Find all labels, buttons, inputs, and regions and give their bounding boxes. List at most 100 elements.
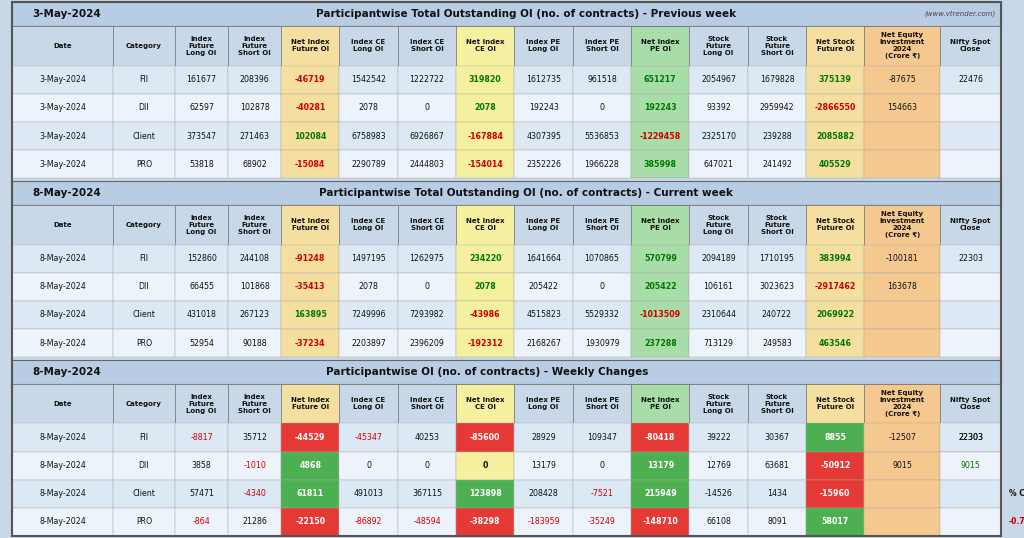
Bar: [748, 329, 806, 357]
Bar: [397, 205, 456, 245]
Text: 102878: 102878: [240, 103, 269, 112]
Text: 2396209: 2396209: [410, 338, 444, 348]
Text: Participantwise Total Outstanding OI (no. of contracts) - Current week: Participantwise Total Outstanding OI (no…: [319, 188, 733, 198]
Bar: [282, 26, 340, 66]
Bar: [689, 150, 748, 179]
Bar: [748, 26, 806, 66]
Bar: [228, 26, 282, 66]
Text: 383994: 383994: [819, 254, 852, 263]
Bar: [12, 273, 113, 301]
Bar: [282, 480, 340, 508]
Bar: [864, 66, 940, 94]
Bar: [864, 480, 940, 508]
Bar: [514, 329, 572, 357]
Bar: [864, 150, 940, 179]
Text: Stock
Future
Short OI: Stock Future Short OI: [761, 394, 794, 414]
Bar: [340, 66, 397, 94]
Text: -86892: -86892: [355, 518, 382, 526]
Bar: [514, 508, 572, 536]
Text: 39222: 39222: [707, 433, 731, 442]
Bar: [514, 122, 572, 150]
Bar: [113, 329, 175, 357]
Bar: [175, 451, 228, 480]
Text: Net Index
Future OI: Net Index Future OI: [291, 218, 330, 231]
Bar: [806, 301, 864, 329]
Bar: [572, 66, 631, 94]
Bar: [689, 26, 748, 66]
Text: 240722: 240722: [762, 310, 792, 320]
Text: 491013: 491013: [353, 489, 384, 498]
Text: 66108: 66108: [707, 518, 731, 526]
Text: Index
Future
Short OI: Index Future Short OI: [239, 36, 271, 56]
Bar: [456, 301, 514, 329]
Bar: [12, 301, 113, 329]
Text: Participantwise Total Outstanding OI (no. of contracts) - Previous week: Participantwise Total Outstanding OI (no…: [316, 9, 736, 19]
Text: Index CE
Long OI: Index CE Long OI: [351, 397, 386, 410]
Text: 241492: 241492: [762, 160, 792, 169]
Text: Index PE
Short OI: Index PE Short OI: [585, 39, 620, 53]
Bar: [748, 122, 806, 150]
Bar: [631, 66, 689, 94]
Bar: [113, 94, 175, 122]
Bar: [12, 66, 113, 94]
Text: 21286: 21286: [242, 518, 267, 526]
Text: 52954: 52954: [189, 338, 214, 348]
Bar: [689, 384, 748, 423]
Text: -87675: -87675: [889, 75, 916, 84]
Bar: [340, 273, 397, 301]
Text: 12769: 12769: [707, 461, 731, 470]
Bar: [113, 66, 175, 94]
Text: 163678: 163678: [887, 282, 918, 291]
Text: 385998: 385998: [644, 160, 677, 169]
Bar: [748, 66, 806, 94]
Text: -85600: -85600: [470, 433, 501, 442]
Text: 28929: 28929: [531, 433, 556, 442]
Bar: [282, 245, 340, 273]
Bar: [228, 423, 282, 451]
Bar: [12, 384, 113, 423]
Text: 1710195: 1710195: [760, 254, 795, 263]
Text: PRO: PRO: [136, 518, 152, 526]
Bar: [514, 150, 572, 179]
Text: Index PE
Short OI: Index PE Short OI: [585, 397, 620, 410]
Bar: [940, 508, 1001, 536]
Bar: [228, 508, 282, 536]
Bar: [514, 273, 572, 301]
Text: 244108: 244108: [240, 254, 269, 263]
Bar: [282, 384, 340, 423]
Text: Index PE
Long OI: Index PE Long OI: [526, 39, 561, 53]
Bar: [12, 451, 113, 480]
Bar: [514, 301, 572, 329]
Text: 7249996: 7249996: [351, 310, 386, 320]
Bar: [514, 384, 572, 423]
Bar: [340, 94, 397, 122]
Bar: [748, 150, 806, 179]
Text: Date: Date: [53, 401, 72, 407]
Text: 1612735: 1612735: [526, 75, 561, 84]
Bar: [397, 508, 456, 536]
Text: 651217: 651217: [644, 75, 677, 84]
Text: -38298: -38298: [470, 518, 501, 526]
Text: 4515823: 4515823: [526, 310, 561, 320]
Bar: [940, 273, 1001, 301]
Text: -0.77%: -0.77%: [1009, 518, 1024, 526]
Bar: [631, 423, 689, 451]
Bar: [864, 508, 940, 536]
Bar: [864, 245, 940, 273]
Bar: [228, 150, 282, 179]
Bar: [456, 480, 514, 508]
Bar: [228, 384, 282, 423]
Text: -154014: -154014: [467, 160, 503, 169]
Text: 22303: 22303: [958, 254, 983, 263]
Bar: [514, 94, 572, 122]
Bar: [806, 150, 864, 179]
Text: Net Equity
Investment
2024
(Crore ₹): Net Equity Investment 2024 (Crore ₹): [880, 32, 925, 60]
Text: 22303: 22303: [958, 433, 983, 442]
Bar: [806, 329, 864, 357]
Bar: [748, 301, 806, 329]
Bar: [175, 150, 228, 179]
Text: -8817: -8817: [190, 433, 213, 442]
Text: 6926867: 6926867: [410, 132, 444, 140]
Bar: [113, 205, 175, 245]
Bar: [572, 480, 631, 508]
